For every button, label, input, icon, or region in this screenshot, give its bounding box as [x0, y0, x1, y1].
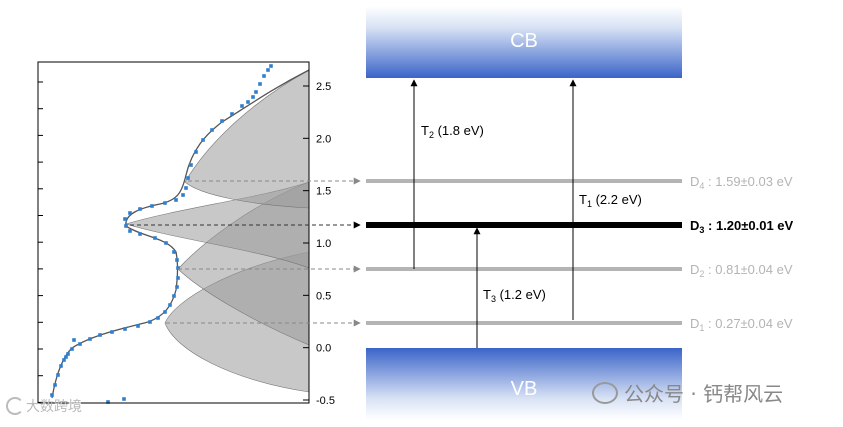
data-point [156, 316, 160, 320]
label-d2: D2 : 0.81±0.04 eV [690, 262, 793, 279]
label-t3: T3 (1.2 eV) [483, 287, 546, 304]
data-point [122, 397, 126, 401]
data-point [124, 224, 128, 228]
y-tick-label: 0.0 [316, 343, 331, 355]
data-point [262, 74, 266, 78]
y-tick-label: 1.0 [316, 238, 331, 250]
data-point [136, 324, 140, 328]
data-point [175, 258, 179, 262]
y-tick-label: 0.5 [316, 290, 331, 302]
data-point [220, 119, 224, 123]
gaussian-components [124, 69, 309, 393]
data-point [201, 138, 205, 142]
cb-label: CB [510, 30, 538, 52]
data-point [50, 393, 54, 397]
y-tick-label: 1.5 [316, 186, 331, 198]
data-point [78, 342, 82, 346]
data-point [181, 193, 185, 197]
energy-diagram: CB VB T2 (1.8 eV) T1 (2.2 eV) T3 (1.2 eV… [130, 6, 794, 420]
label-t2: T2 (1.8 eV) [421, 123, 484, 140]
watermark-right-text: 公众号 · 钙帮风云 [624, 382, 784, 406]
data-point [172, 294, 176, 298]
data-point [128, 211, 132, 215]
data-point [53, 383, 57, 387]
data-point [123, 217, 127, 221]
data-point [269, 64, 273, 68]
data-point [186, 176, 190, 180]
data-point [189, 163, 193, 167]
label-d1: D1 : 0.27±0.04 eV [690, 316, 793, 333]
data-point [246, 100, 250, 104]
data-point [251, 95, 255, 99]
data-point [59, 364, 63, 368]
data-point [98, 333, 102, 337]
data-point [266, 68, 270, 72]
data-point [72, 338, 76, 342]
data-point [230, 112, 234, 116]
data-point [150, 204, 154, 208]
data-point [254, 90, 258, 94]
data-point [184, 186, 188, 190]
y-tick-label: -0.5 [316, 395, 335, 407]
data-point [123, 327, 127, 331]
swirl-logo-icon [6, 397, 24, 415]
plot-frame [37, 61, 310, 404]
watermark-left-text: 大数跨境 [26, 399, 82, 415]
vb-label: VB [511, 378, 538, 400]
data-point [163, 310, 167, 314]
data-point [138, 207, 142, 211]
y-tick-label: 2.0 [316, 133, 331, 145]
data-point [56, 373, 60, 377]
data-point [70, 347, 74, 351]
data-point [175, 285, 179, 289]
label-t1: T1 (2.2 eV) [579, 192, 642, 209]
data-point [210, 128, 214, 132]
data-point [153, 236, 157, 240]
data-point [174, 198, 178, 202]
data-point [106, 400, 110, 404]
valence-band [366, 348, 682, 420]
data-point [168, 303, 172, 307]
plot-ticks: 2.5 2.0 1.5 1.0 0.5 0.0 -0.5 [38, 81, 335, 407]
watermark-left: 大数跨境 [6, 396, 82, 416]
data-point [88, 337, 92, 341]
conduction-band [366, 6, 682, 78]
y-tick-label: 2.5 [316, 81, 331, 93]
wechat-icon [592, 381, 618, 404]
data-point [66, 352, 70, 356]
data-point [164, 241, 168, 245]
data-point [62, 358, 66, 362]
data-point [64, 355, 68, 359]
data-point [172, 250, 176, 254]
data-point [128, 229, 132, 233]
spectrum-plot: 2.5 2.0 1.5 1.0 0.5 0.0 -0.5 [37, 61, 335, 407]
watermark-right: 公众号 · 钙帮风云 [592, 378, 783, 407]
data-point [258, 82, 262, 86]
data-point [194, 150, 198, 154]
gaussian-d4 [184, 69, 309, 209]
data-point [110, 330, 114, 334]
data-point [148, 320, 152, 324]
data-point [176, 266, 180, 270]
data-point [163, 201, 167, 205]
data-point [240, 104, 244, 108]
label-d3: D3 : 1.20±0.01 eV [690, 218, 794, 235]
label-d4: D4 : 1.59±0.03 eV [690, 174, 793, 191]
data-points [50, 64, 273, 404]
data-point [138, 232, 142, 236]
data-point [176, 276, 180, 280]
